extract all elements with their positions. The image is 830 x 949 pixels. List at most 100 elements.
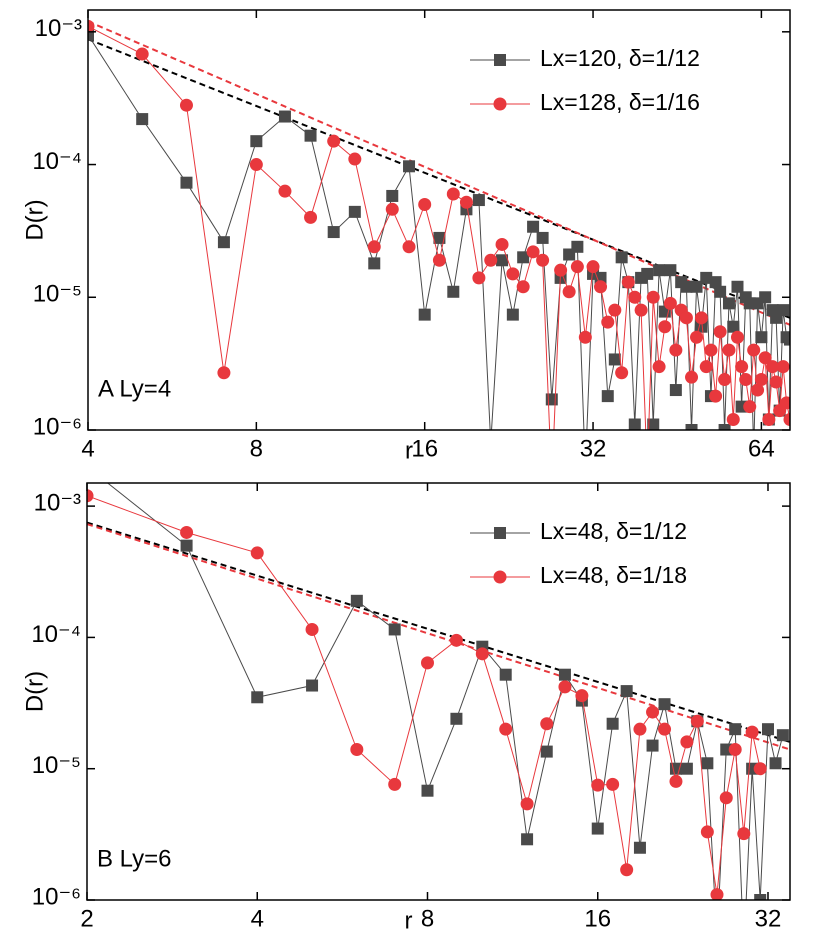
marker [475, 647, 489, 661]
marker [690, 714, 704, 728]
marker [663, 296, 677, 310]
marker [709, 276, 722, 289]
marker [586, 260, 600, 274]
marker [278, 110, 291, 123]
marker [710, 888, 724, 900]
marker [699, 360, 713, 374]
legend-marker [493, 570, 507, 584]
marker [327, 134, 341, 148]
marker [621, 275, 635, 289]
marker [722, 297, 735, 310]
marker [669, 343, 683, 357]
legend-marker [494, 54, 506, 66]
marker [306, 679, 319, 692]
marker [594, 271, 607, 284]
marker [727, 320, 740, 333]
marker [327, 226, 340, 239]
marker [554, 263, 568, 277]
marker [680, 735, 694, 749]
marker [711, 934, 723, 946]
marker [180, 176, 193, 189]
marker [751, 383, 765, 397]
axes-frame [87, 9, 791, 431]
marker [759, 291, 772, 304]
marker [647, 418, 660, 430]
marker [690, 280, 703, 293]
marker [620, 685, 633, 698]
series-line [87, 495, 761, 895]
marker [690, 330, 704, 344]
axes-frame [86, 482, 791, 901]
y-tick-label: 10⁻⁵ [33, 281, 82, 308]
marker [499, 668, 512, 681]
marker [664, 264, 677, 277]
marker [735, 360, 749, 374]
marker [545, 393, 558, 406]
x-tick-label: 8 [421, 905, 434, 932]
marker [783, 412, 790, 426]
marker [496, 254, 509, 267]
marker [447, 285, 460, 298]
marker [784, 333, 790, 346]
marker [753, 762, 767, 776]
y-tick-label: 10⁻⁴ [32, 148, 82, 175]
marker [579, 464, 591, 476]
marker [540, 745, 553, 758]
marker [758, 351, 772, 365]
x-tick-label: 8 [250, 435, 263, 462]
marker [402, 240, 416, 254]
marker [769, 375, 783, 389]
marker [521, 833, 534, 846]
marker [776, 360, 790, 374]
marker [499, 722, 513, 736]
marker [420, 656, 434, 670]
marker [517, 251, 530, 264]
x-axis-label: r [405, 907, 413, 934]
marker [704, 343, 718, 357]
marker [403, 160, 416, 173]
x-tick-label: 2 [80, 905, 93, 932]
y-axis-label: D(r) [21, 671, 48, 712]
marker [694, 311, 708, 325]
marker [536, 253, 550, 267]
marker [180, 525, 194, 539]
marker [450, 712, 463, 725]
marker [646, 290, 660, 304]
marker [88, 28, 94, 41]
marker [652, 360, 666, 374]
marker [608, 353, 621, 366]
marker [777, 304, 790, 317]
marker [540, 717, 554, 731]
marker [558, 680, 572, 694]
legend-label: Lx=48, δ=1/12 [540, 518, 687, 544]
marker [762, 412, 776, 426]
x-tick-label: 16 [411, 435, 438, 462]
marker [418, 197, 432, 211]
marker [729, 723, 742, 736]
marker [714, 285, 727, 298]
x-axis-label: r [405, 437, 413, 464]
marker [575, 689, 589, 703]
marker [249, 158, 263, 172]
marker [718, 373, 732, 387]
marker [719, 791, 733, 805]
marker [633, 722, 647, 736]
y-tick-label: 10⁻⁵ [32, 752, 81, 779]
marker [718, 424, 731, 430]
marker [562, 285, 576, 299]
marker [472, 194, 485, 207]
marker [527, 220, 540, 233]
marker [608, 303, 622, 317]
marker [701, 757, 714, 770]
marker [536, 231, 549, 244]
marker [250, 135, 263, 148]
marker [278, 184, 292, 198]
y-axis-label: D(r) [21, 199, 48, 240]
marker [776, 729, 789, 742]
legend-label: Lx=128, δ=1/16 [540, 89, 700, 115]
marker [754, 373, 768, 387]
marker [386, 189, 399, 202]
marker [731, 280, 744, 293]
marker [713, 325, 727, 339]
marker [432, 253, 446, 267]
